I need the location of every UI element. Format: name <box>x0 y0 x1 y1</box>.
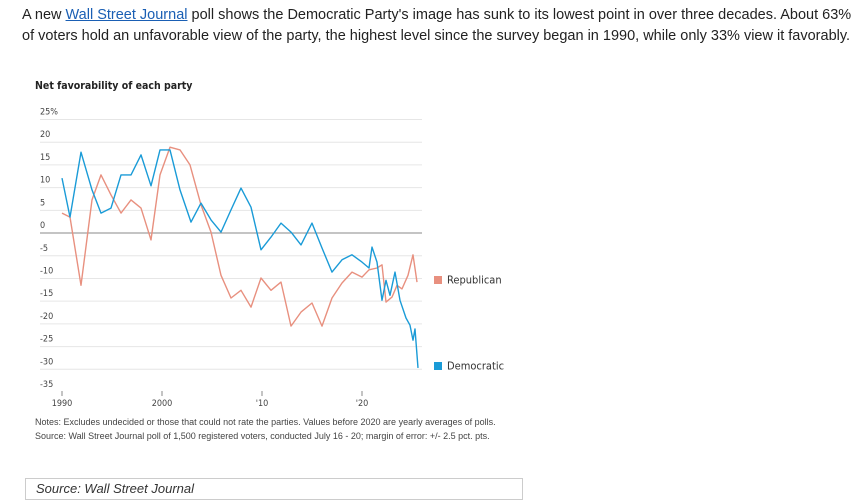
chart-title: Net favorability of each party <box>35 80 192 92</box>
y-tick-label: -5 <box>40 244 48 254</box>
y-tick-label: 15 <box>40 153 50 163</box>
chart: Net favorability of each party 25% 20 15 10… <box>35 80 504 409</box>
notes: Notes: Excludes undecided or those that … <box>35 417 525 444</box>
y-tick-label: 5 <box>40 198 45 208</box>
y-tick-label: -30 <box>40 357 53 367</box>
intro-after: poll shows the Democratic Party's image … <box>22 7 852 44</box>
y-tick-label: -20 <box>40 312 53 322</box>
legend-swatch <box>434 276 442 284</box>
x-tick-label: 1990 <box>52 399 73 409</box>
y-tick-label: -25 <box>40 335 53 345</box>
legend-label: Democratic <box>447 360 504 373</box>
note: Notes: Excludes undecided or those that … <box>35 417 496 427</box>
intro-before: A new <box>22 7 66 23</box>
x-tick-label: 2000 <box>152 399 173 409</box>
x-tick-label: '20 <box>356 399 369 409</box>
y-tick-label: 25% <box>40 108 58 118</box>
source-box: Source: Wall Street Journal <box>25 478 523 500</box>
intro-link[interactable]: Wall Street Journal <box>65 7 188 23</box>
y-tick-label: 10 <box>40 176 50 186</box>
x-tick-label: '10 <box>256 399 269 409</box>
note: Source: Wall Street Journal poll of 1,50… <box>35 430 490 441</box>
y-tick-label: -10 <box>40 266 53 276</box>
y-tick-label: -35 <box>40 380 53 390</box>
y-tick-label: 20 <box>40 130 50 140</box>
series-line <box>61 146 418 327</box>
legend-swatch <box>434 362 442 370</box>
series-line <box>61 149 419 368</box>
y-tick-label: -15 <box>40 289 53 299</box>
legend-label: Republican <box>447 274 502 287</box>
y-tick-label: 0 <box>40 221 45 231</box>
intro-text: A new Wall Street Journal poll shows the… <box>22 5 852 47</box>
